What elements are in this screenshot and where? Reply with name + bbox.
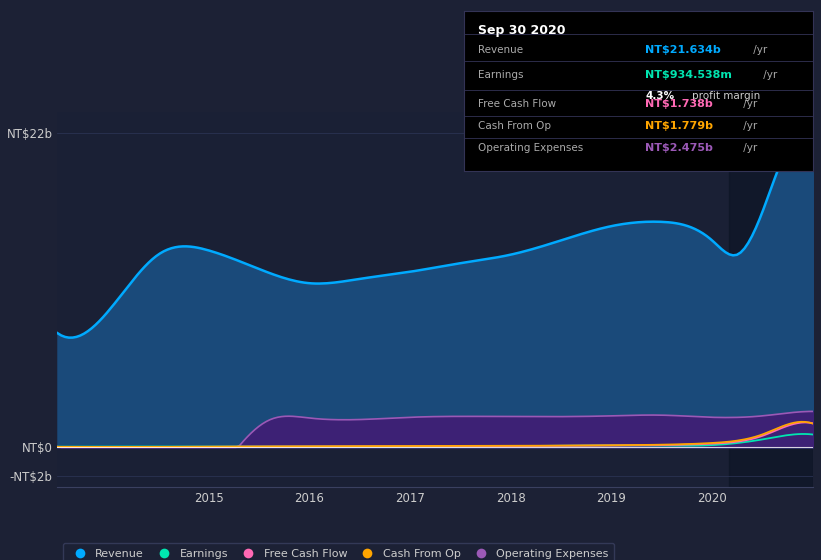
Text: /yr: /yr [750,44,768,54]
Text: NT$934.538m: NT$934.538m [645,70,732,80]
Text: Operating Expenses: Operating Expenses [478,143,583,153]
Text: 4.3%: 4.3% [645,91,674,101]
Text: NT$2.475b: NT$2.475b [645,143,713,153]
Text: NT$21.634b: NT$21.634b [645,44,721,54]
Bar [729,112,813,487]
Text: /yr: /yr [741,121,758,131]
Text: Earnings: Earnings [478,70,523,80]
Legend: Revenue, Earnings, Free Cash Flow, Cash From Op, Operating Expenses: Revenue, Earnings, Free Cash Flow, Cash … [63,543,614,560]
Text: Free Cash Flow: Free Cash Flow [478,99,556,109]
Text: Revenue: Revenue [478,44,523,54]
Text: profit margin: profit margin [692,91,761,101]
Text: /yr: /yr [759,70,777,80]
Text: NT$1.779b: NT$1.779b [645,121,713,131]
Text: Cash From Op: Cash From Op [478,121,551,131]
Text: NT$1.738b: NT$1.738b [645,99,713,109]
Text: /yr: /yr [741,99,758,109]
Text: /yr: /yr [741,143,758,153]
Text: Sep 30 2020: Sep 30 2020 [478,24,566,37]
